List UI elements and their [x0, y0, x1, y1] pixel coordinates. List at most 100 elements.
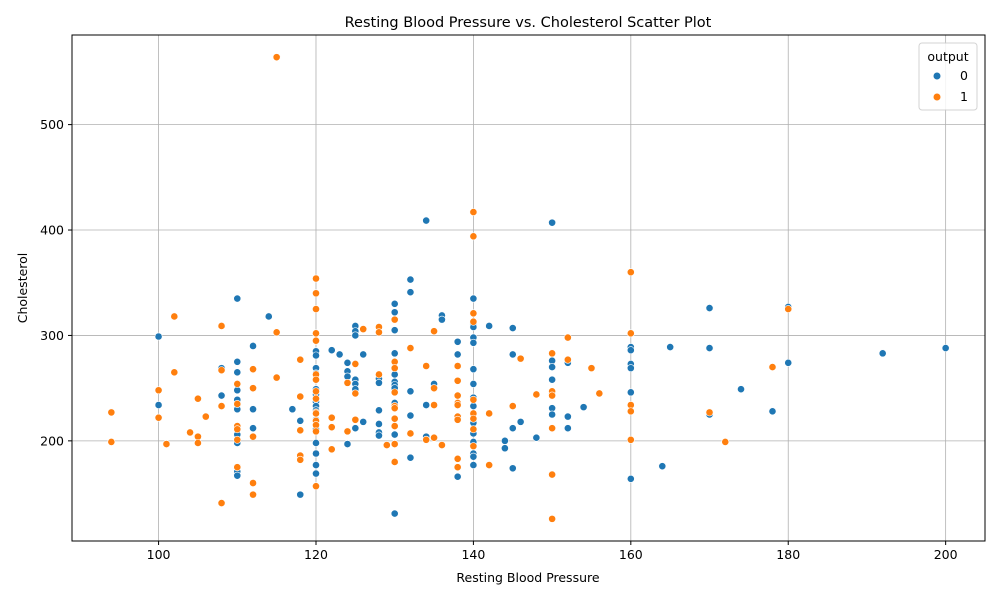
- data-point-series-1: [548, 470, 557, 479]
- data-point-series-1: [406, 429, 415, 438]
- data-point-series-0: [548, 375, 557, 384]
- data-point-series-0: [296, 416, 305, 425]
- data-point-series-0: [390, 299, 399, 308]
- data-point-series-0: [390, 509, 399, 518]
- data-point-series-1: [312, 409, 320, 418]
- plot-frame: [71, 34, 986, 542]
- data-point-series-1: [249, 384, 257, 393]
- data-point-series-1: [217, 322, 226, 330]
- data-point-series-1: [430, 401, 438, 409]
- data-point-series-0: [406, 411, 415, 420]
- data-point-series-0: [626, 474, 635, 483]
- data-point-series-1: [351, 415, 360, 424]
- data-point-series-0: [312, 469, 320, 478]
- data-point-series-1: [382, 441, 391, 449]
- legend-label-series-0: 0: [960, 68, 968, 83]
- data-point-series-1: [351, 359, 360, 368]
- data-point-series-0: [288, 405, 297, 414]
- data-point-series-1: [626, 329, 635, 338]
- data-point-series-0: [737, 385, 745, 394]
- data-point-series-1: [312, 289, 320, 298]
- data-point-series-0: [469, 461, 478, 469]
- data-point-series-1: [784, 305, 793, 313]
- data-point-series-1: [107, 438, 116, 446]
- x-tick-label: 180: [776, 547, 800, 562]
- data-point-series-0: [784, 358, 793, 367]
- data-point-series-1: [595, 389, 604, 398]
- chart-title: Resting Blood Pressure vs. Cholesterol S…: [345, 15, 712, 31]
- data-point-series-1: [170, 368, 179, 377]
- data-point-series-1: [296, 355, 305, 364]
- data-point-series-0: [548, 363, 557, 371]
- data-point-series-1: [343, 427, 352, 436]
- data-point-series-1: [162, 440, 171, 448]
- data-point-series-1: [233, 380, 242, 388]
- data-point-series-0: [233, 294, 242, 303]
- data-point-series-0: [508, 424, 517, 433]
- data-point-series-1: [312, 329, 320, 338]
- x-tick-label: 140: [461, 547, 485, 562]
- data-point-series-0: [217, 391, 226, 400]
- data-point-series-1: [430, 433, 438, 442]
- data-point-series-1: [249, 432, 257, 441]
- data-point-series-1: [272, 328, 281, 337]
- data-point-series-0: [516, 417, 525, 426]
- data-point-series-1: [626, 407, 635, 416]
- data-point-series-0: [500, 436, 509, 445]
- data-point-series-1: [217, 366, 226, 375]
- data-point-series-1: [327, 445, 336, 454]
- data-point-series-0: [532, 433, 541, 442]
- data-point-series-0: [563, 424, 572, 433]
- data-point-series-1: [721, 438, 730, 446]
- data-point-series-1: [312, 394, 320, 403]
- data-point-series-0: [351, 424, 360, 433]
- data-point-series-1: [469, 395, 478, 404]
- data-point-series-0: [359, 417, 368, 426]
- data-point-series-0: [335, 350, 344, 359]
- data-point-series-0: [312, 449, 320, 458]
- data-point-series-1: [485, 461, 494, 469]
- data-point-series-1: [233, 463, 242, 472]
- data-point-series-1: [626, 435, 635, 444]
- data-point-series-0: [327, 346, 336, 355]
- legend-label-series-1: 1: [960, 89, 968, 104]
- data-point-series-1: [469, 425, 478, 434]
- data-point-series-0: [233, 368, 242, 377]
- data-point-series-1: [626, 268, 635, 277]
- data-point-series-0: [406, 387, 415, 396]
- data-point-series-0: [154, 401, 163, 409]
- data-point-series-0: [375, 378, 383, 387]
- data-point-series-1: [312, 427, 320, 436]
- legend-title: output: [927, 49, 968, 64]
- data-point-series-1: [327, 423, 336, 432]
- data-point-series-0: [508, 324, 517, 332]
- data-point-series-1: [154, 413, 163, 422]
- data-point-series-1: [587, 364, 596, 373]
- data-point-series-1: [296, 455, 305, 464]
- data-point-series-0: [233, 357, 242, 366]
- data-point-series-1: [249, 365, 257, 374]
- data-point-series-1: [532, 390, 541, 399]
- data-point-series-0: [941, 344, 950, 352]
- data-point-series-1: [390, 422, 399, 430]
- y-tick-label: 500: [40, 117, 64, 132]
- data-point-series-0: [508, 464, 517, 473]
- data-point-series-0: [233, 471, 242, 480]
- data-point-series-1: [390, 414, 399, 423]
- data-point-series-1: [453, 463, 462, 472]
- data-point-series-1: [453, 454, 462, 463]
- data-point-series-1: [170, 312, 179, 321]
- data-point-series-1: [390, 364, 399, 373]
- data-point-series-0: [626, 346, 635, 355]
- data-point-series-1: [422, 362, 431, 370]
- data-point-series-1: [233, 425, 242, 434]
- data-point-series-1: [201, 412, 210, 421]
- data-point-series-1: [186, 428, 194, 437]
- data-point-series-1: [390, 458, 399, 466]
- data-point-series-1: [422, 435, 431, 444]
- data-point-series-1: [312, 482, 320, 491]
- data-point-series-1: [453, 391, 462, 400]
- data-point-series-1: [312, 375, 320, 384]
- y-tick-label: 400: [40, 223, 64, 238]
